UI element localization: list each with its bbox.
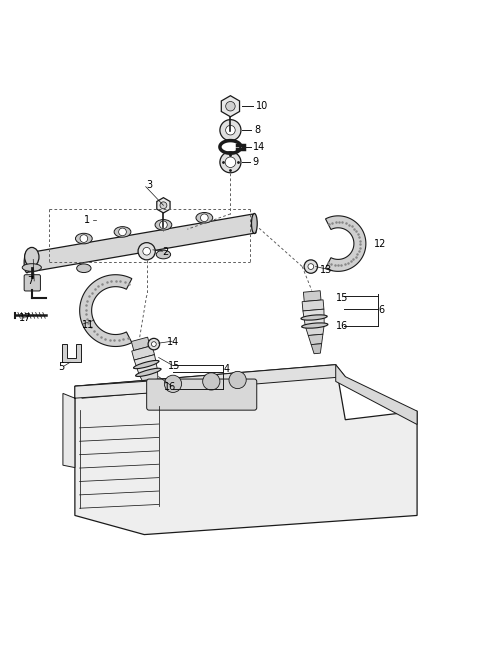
Polygon shape — [132, 337, 150, 351]
Circle shape — [164, 375, 181, 393]
Circle shape — [225, 157, 236, 167]
Ellipse shape — [75, 233, 92, 244]
Polygon shape — [303, 309, 324, 327]
Circle shape — [152, 341, 156, 347]
Polygon shape — [148, 389, 159, 400]
Polygon shape — [75, 365, 345, 398]
Text: 4: 4 — [224, 364, 230, 375]
Text: 16: 16 — [164, 382, 177, 392]
Polygon shape — [132, 345, 155, 360]
Circle shape — [203, 373, 220, 390]
Polygon shape — [303, 291, 321, 301]
Text: 1: 1 — [84, 214, 91, 225]
Polygon shape — [63, 379, 178, 468]
Circle shape — [304, 260, 318, 273]
Polygon shape — [325, 216, 366, 272]
Text: 3: 3 — [147, 180, 153, 191]
Circle shape — [80, 235, 88, 242]
Polygon shape — [80, 275, 132, 347]
Text: 16: 16 — [336, 321, 348, 331]
Text: 14: 14 — [253, 142, 265, 152]
Text: 7: 7 — [27, 276, 33, 286]
Polygon shape — [221, 96, 240, 117]
Circle shape — [226, 125, 235, 135]
Text: 5: 5 — [58, 362, 64, 372]
Text: 15: 15 — [336, 293, 348, 303]
Polygon shape — [134, 354, 157, 375]
Polygon shape — [302, 300, 324, 311]
Circle shape — [160, 202, 167, 209]
Ellipse shape — [24, 248, 39, 266]
Ellipse shape — [156, 250, 170, 259]
Polygon shape — [157, 198, 170, 213]
Polygon shape — [75, 365, 417, 535]
Ellipse shape — [22, 264, 41, 272]
Polygon shape — [144, 380, 158, 392]
Text: 13: 13 — [321, 266, 333, 275]
Ellipse shape — [196, 213, 213, 223]
Circle shape — [220, 152, 241, 173]
Polygon shape — [311, 343, 322, 354]
Text: 8: 8 — [254, 125, 261, 135]
Polygon shape — [139, 370, 158, 384]
Ellipse shape — [133, 360, 159, 369]
Circle shape — [138, 242, 156, 260]
Ellipse shape — [77, 264, 91, 273]
Text: 11: 11 — [82, 320, 94, 330]
Ellipse shape — [114, 227, 131, 237]
Ellipse shape — [155, 220, 172, 230]
Circle shape — [220, 120, 241, 141]
Polygon shape — [336, 365, 417, 424]
Circle shape — [119, 228, 126, 236]
Circle shape — [159, 221, 167, 229]
Circle shape — [143, 248, 151, 255]
Polygon shape — [305, 325, 324, 336]
Text: 12: 12 — [374, 238, 386, 249]
Text: 15: 15 — [168, 361, 180, 371]
Ellipse shape — [136, 368, 161, 376]
Text: 6: 6 — [379, 305, 385, 315]
Ellipse shape — [252, 213, 257, 233]
FancyBboxPatch shape — [24, 275, 40, 291]
Text: 9: 9 — [252, 157, 259, 167]
Text: 10: 10 — [256, 101, 268, 111]
Circle shape — [229, 371, 246, 389]
Circle shape — [148, 338, 159, 350]
Ellipse shape — [301, 323, 328, 328]
Polygon shape — [308, 334, 323, 345]
Circle shape — [201, 214, 208, 222]
Circle shape — [308, 264, 314, 270]
Polygon shape — [25, 214, 256, 272]
FancyBboxPatch shape — [147, 379, 257, 410]
Text: 2: 2 — [162, 247, 168, 257]
Polygon shape — [62, 344, 81, 362]
Ellipse shape — [301, 315, 327, 320]
Text: 14: 14 — [167, 337, 180, 347]
Circle shape — [226, 102, 235, 111]
Ellipse shape — [24, 253, 30, 273]
Text: 17: 17 — [19, 313, 31, 323]
